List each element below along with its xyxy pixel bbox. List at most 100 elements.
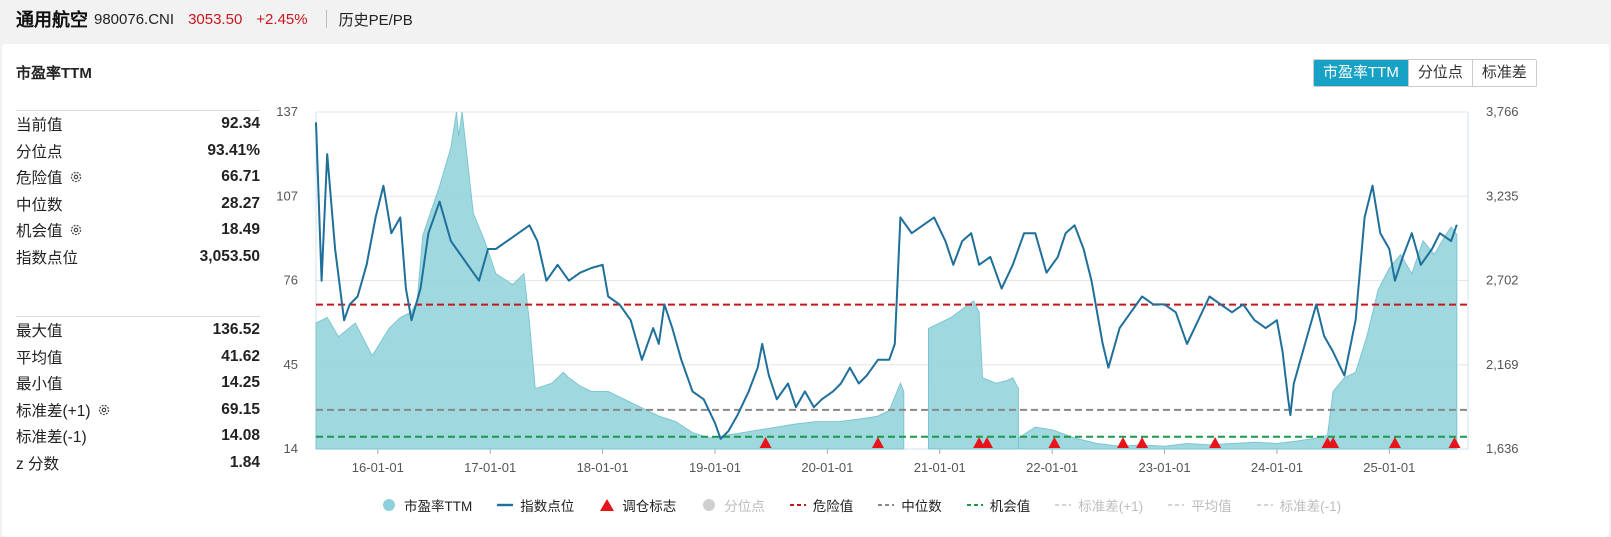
pe-area-segment (927, 300, 1019, 450)
stat-label-with-setting: 标准差(+1) (16, 399, 111, 421)
x-tick-label: 21-01-01 (914, 460, 966, 475)
stat-value: 93.41% (207, 141, 260, 159)
y-right-tick-label: 2,169 (1486, 357, 1519, 372)
gear-icon[interactable] (69, 223, 83, 237)
stat-label: 标准差(+1) (16, 402, 91, 420)
rebalance-marker (1136, 437, 1149, 448)
legend-label: 危险值 (812, 499, 854, 514)
legend-symbol (1168, 504, 1185, 506)
legend-dot (703, 499, 716, 511)
legend-symbol (703, 499, 716, 511)
stat-value: 41.62 (221, 347, 260, 365)
stat-label: 最小值 (16, 376, 63, 394)
legend-item[interactable]: 标准差(-1) (1256, 495, 1342, 515)
rebalance-marker (973, 437, 986, 448)
stat-row: 最小值 14.25 (16, 370, 260, 397)
legend-symbol (1055, 504, 1072, 506)
legend-item[interactable]: 危险值 (789, 495, 854, 515)
stat-label-with-setting: 危险值 (16, 166, 83, 188)
x-tick-label: 19-01-01 (689, 460, 741, 475)
card-title: 市盈率TTM (16, 65, 92, 82)
stat-value: 92.34 (221, 115, 260, 133)
stat-value: 1.84 (229, 453, 260, 471)
pe-area-segment (315, 111, 905, 450)
legend-triangle (600, 499, 615, 511)
y-right-tick-label: 2,702 (1486, 273, 1519, 288)
x-tick-label: 22-01-01 (1026, 460, 1078, 475)
stat-label-with-setting: 机会值 (16, 219, 83, 241)
gear-icon[interactable] (69, 170, 83, 184)
legend-item[interactable]: 分位点 (700, 495, 765, 515)
rebalance-marker (1048, 437, 1061, 448)
stat-value: 136.52 (212, 321, 260, 339)
legend-label: 平均值 (1191, 499, 1232, 514)
stats-current: 当前值 92.34 分位点 93.41% 危险值 66.71 中位数 28.27 机会值… (16, 110, 260, 270)
stat-value: 14.08 (221, 427, 260, 445)
chart-legend: 市盈率TTM 指数点位 调仓标志 分位点 危险值 中位数 机会值 标准差(+1) 平均值 标准差(… (380, 495, 1365, 515)
rebalance-marker (980, 437, 993, 448)
legend-symbol (1256, 504, 1273, 506)
pe-chart-card: 市盈率TTM 市盈率TTM 分位点 标准差 当前值 92.34 分位点 93.41%… (2, 44, 1609, 537)
x-tick-label: 23-01-01 (1139, 460, 1191, 475)
stat-label: 分位点 (16, 143, 63, 161)
legend-symbol (878, 504, 895, 506)
stat-row: 指数点位 3,053.50 (16, 244, 260, 271)
legend-item[interactable]: 指数点位 (496, 495, 574, 515)
legend-label: 标准差(+1) (1078, 499, 1144, 514)
y-right-tick-label: 3,235 (1486, 188, 1519, 203)
stat-value: 66.71 (221, 168, 260, 186)
metric-button-pe[interactable]: 市盈率TTM (1314, 60, 1408, 86)
stat-label: z 分数 (16, 455, 60, 473)
stat-row: 标准差(+1) 69.15 (16, 397, 260, 424)
legend-label: 分位点 (724, 499, 765, 514)
index-code: 980076.CNI (94, 10, 175, 28)
y-left-tick-label: 14 (284, 441, 298, 456)
stats-historical: 最大值 136.52 平均值 41.62 最小值 14.25 标准差(+1) 69.15… (16, 316, 260, 476)
legend-symbol (497, 503, 514, 507)
legend-item[interactable]: 中位数 (877, 495, 942, 515)
rebalance-marker (1116, 437, 1129, 448)
legend-item[interactable]: 调仓标志 (598, 495, 676, 515)
stat-label: 平均值 (16, 349, 63, 367)
gear-icon[interactable] (97, 403, 111, 417)
rebalance-marker (1209, 437, 1222, 448)
metric-button-percentile[interactable]: 分位点 (1407, 60, 1472, 86)
x-tick-label: 20-01-01 (801, 460, 853, 475)
stat-row: z 分数 1.84 (16, 450, 260, 477)
rebalance-marker (1448, 437, 1461, 448)
stat-row: 机会值 18.49 (16, 217, 260, 244)
legend-dot (383, 499, 395, 511)
stat-label: 标准差(-1) (16, 429, 87, 447)
legend-item[interactable]: 平均值 (1167, 495, 1232, 515)
stat-value: 14.25 (221, 374, 260, 392)
legend-item[interactable]: 机会值 (966, 495, 1030, 515)
y-left-tick-label: 45 (284, 357, 298, 372)
x-tick-label: 16-01-01 (352, 460, 404, 475)
index-line (315, 122, 1458, 440)
y-left-tick-label: 107 (276, 188, 298, 203)
stat-label: 最大值 (16, 323, 63, 341)
stat-row: 分位点 93.41% (16, 138, 260, 165)
legend-item[interactable]: 市盈率TTM (380, 495, 472, 515)
legend-symbol (789, 504, 806, 506)
stat-value: 3,053.50 (199, 247, 260, 265)
stat-row: 危险值 66.71 (16, 164, 260, 191)
stat-row: 标准差(-1) 14.08 (16, 423, 260, 450)
y-right-tick-label: 1,636 (1486, 441, 1519, 456)
legend-item[interactable]: 标准差(+1) (1054, 495, 1143, 515)
legend-label: 市盈率TTM (404, 499, 473, 514)
stat-label: 机会值 (16, 223, 63, 241)
metric-button-stddev[interactable]: 标准差 (1471, 60, 1536, 86)
stat-row: 最大值 136.52 (16, 317, 260, 344)
stat-row: 当前值 92.34 (16, 111, 260, 138)
stat-label: 指数点位 (16, 249, 79, 267)
tab-history-pe-pb[interactable]: 历史PE/PB (338, 11, 413, 29)
stat-value: 28.27 (221, 194, 260, 212)
y-right-tick-label: 3,766 (1486, 104, 1519, 119)
rebalance-marker (1327, 437, 1340, 448)
legend-label: 中位数 (901, 499, 942, 514)
y-left-tick-label: 137 (276, 104, 298, 119)
top-header: 通用航空 980076.CNI 3053.50 +2.45% 历史PE/PB (0, 0, 1611, 38)
legend-label: 标准差(-1) (1279, 499, 1342, 514)
